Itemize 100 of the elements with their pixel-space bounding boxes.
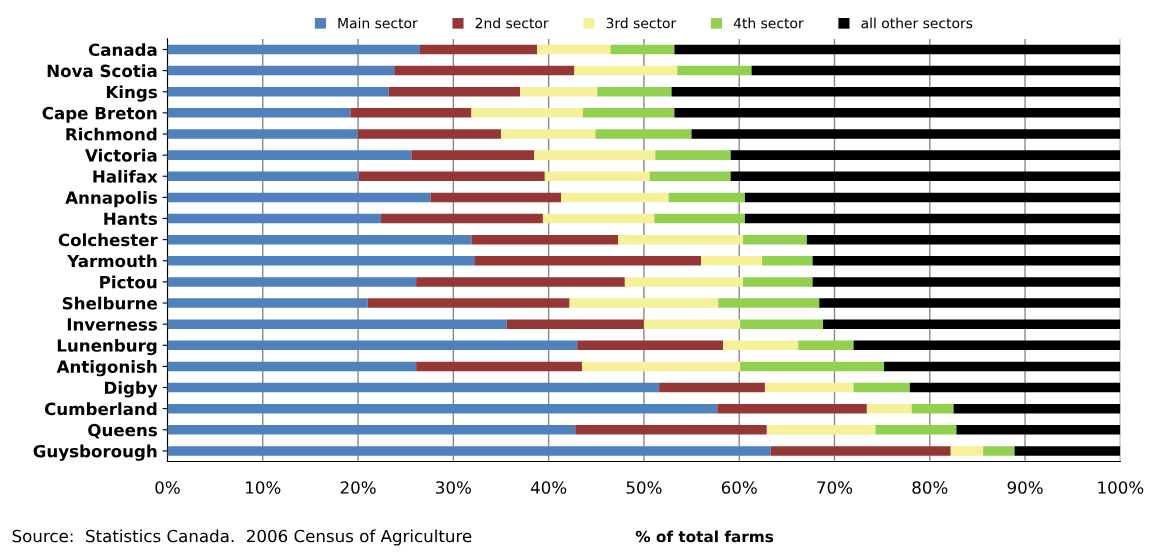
bar: [544, 171, 650, 182]
bar: [416, 361, 582, 372]
bar: [411, 150, 535, 160]
y-tick-label: Lunenburg: [57, 338, 157, 356]
bar: [359, 171, 545, 182]
bar: [823, 319, 1121, 329]
bar: [730, 150, 1121, 160]
bar: [167, 425, 576, 435]
bar: [537, 44, 611, 55]
y-tick-label: Cumberland: [44, 402, 157, 416]
bar: [884, 361, 1121, 372]
x-tick-label: 30%: [436, 481, 471, 494]
bar: [574, 65, 678, 76]
bar: [909, 382, 1121, 393]
bar: [618, 234, 744, 245]
x-tick-label: 90%: [1007, 481, 1043, 494]
y-tick-label: Colchester: [58, 233, 158, 247]
bar: [167, 171, 359, 182]
bar: [419, 44, 538, 55]
legend-label: Main sector: [338, 17, 418, 29]
bar: [677, 65, 752, 76]
y-tick-label: Guysborough: [33, 444, 157, 461]
bar: [471, 234, 619, 245]
bar: [740, 319, 824, 329]
bar: [474, 256, 702, 266]
bar: [577, 340, 723, 351]
y-tick-label: Queens: [88, 423, 157, 439]
bar: [643, 319, 741, 329]
bar: [812, 256, 1121, 266]
bar: [668, 192, 745, 203]
bar: [542, 213, 655, 224]
bar: [167, 361, 417, 372]
x-tick-label: 10%: [246, 481, 281, 494]
bar: [167, 256, 475, 266]
bar: [520, 86, 598, 97]
bar: [167, 277, 417, 287]
bar: [167, 129, 359, 139]
bar: [167, 446, 771, 456]
bar: [167, 108, 351, 118]
bar: [167, 403, 718, 414]
y-tick-label: Nova Scotia: [47, 64, 157, 78]
bar: [766, 425, 876, 435]
x-tick-label: 20%: [340, 481, 376, 494]
bar: [798, 340, 854, 351]
bar: [691, 129, 1121, 139]
bar: [671, 86, 1121, 97]
bar: [819, 298, 1121, 308]
bar: [167, 150, 412, 160]
bar: [167, 192, 431, 203]
bar: [582, 108, 675, 118]
bar: [167, 319, 507, 329]
x-tick-label: 0%: [155, 481, 180, 494]
y-tick-label: Victoria: [85, 148, 157, 162]
bar: [674, 108, 1121, 118]
y-tick-label: Kings: [106, 85, 157, 102]
bar: [167, 234, 472, 245]
bar: [743, 234, 807, 245]
bar: [167, 382, 660, 393]
bar: [506, 319, 644, 329]
legend-label: 3rd sector: [606, 17, 677, 29]
bar: [575, 425, 767, 435]
bar: [701, 256, 763, 266]
bar: [744, 192, 1121, 203]
y-tick-label: Canada: [88, 43, 157, 57]
bar: [430, 192, 562, 203]
bar: [911, 403, 954, 414]
legend-label: all other sectors: [861, 17, 973, 29]
bar: [367, 298, 570, 308]
bar: [167, 298, 368, 308]
bar: [380, 213, 543, 224]
bar: [167, 340, 578, 351]
bar: [764, 382, 854, 393]
legend-label: 2nd sector: [475, 17, 549, 29]
bar: [953, 403, 1121, 414]
bar: [581, 361, 741, 372]
bar: [350, 108, 472, 118]
bar: [723, 340, 799, 351]
y-tick-label: Halifax: [93, 169, 158, 183]
bar: [950, 446, 984, 456]
bar: [674, 44, 1121, 55]
bar: [717, 403, 867, 414]
y-tick-label: Digby: [105, 381, 158, 398]
bar: [167, 65, 395, 76]
bar: [853, 382, 910, 393]
source-note: Source: Statistics Canada. 2006 Census of Agriculture: [12, 529, 472, 546]
y-tick-label: Inverness: [67, 318, 157, 331]
bar: [500, 129, 596, 139]
x-tick-label: 50%: [626, 481, 662, 494]
bar: [561, 192, 669, 203]
bar: [358, 129, 501, 139]
bar: [875, 425, 957, 435]
legend-label: 4th sector: [733, 17, 804, 29]
bar: [471, 108, 583, 118]
bar: [762, 256, 813, 266]
y-tick-label: Pictou: [100, 275, 157, 289]
x-tick-label: 40%: [530, 481, 567, 494]
bar: [751, 65, 1121, 76]
x-tick-label: 80%: [912, 481, 948, 494]
bar: [394, 65, 575, 76]
y-tick-label: Hants: [104, 212, 157, 226]
